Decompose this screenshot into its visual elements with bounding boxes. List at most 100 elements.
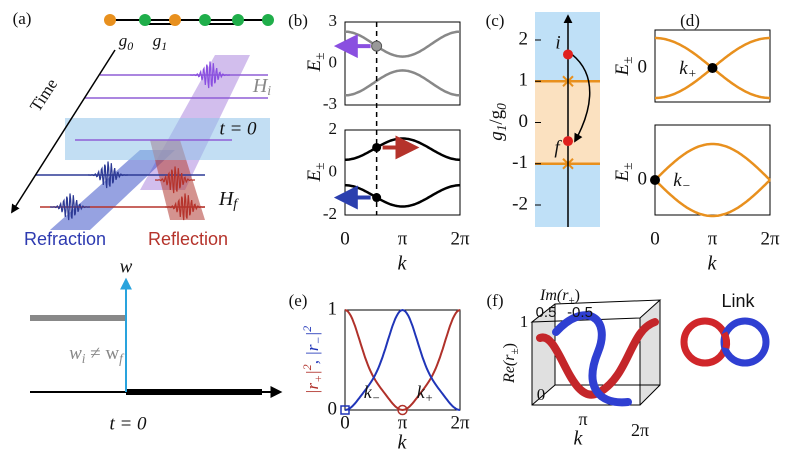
text-part: + <box>425 391 434 405</box>
text-part: / <box>486 119 507 125</box>
coupling-label: g0 <box>119 31 134 53</box>
y-tick-label: 0 <box>638 56 648 77</box>
text-part: w <box>69 343 82 364</box>
text-part: i <box>82 351 86 366</box>
y-tick-label: 0 <box>537 385 546 404</box>
band <box>345 69 460 97</box>
link-ring <box>680 317 730 367</box>
x-tick-label: 2π <box>450 228 470 249</box>
y-tick-label: 1 <box>520 312 529 331</box>
x-tick-label: 0 <box>340 412 350 433</box>
text-part: k <box>364 382 373 402</box>
y-tick-label: 1 <box>519 70 529 91</box>
x-tick-label: 0 <box>340 228 350 249</box>
site <box>232 14 244 26</box>
x-tick-label: 2π <box>760 228 780 249</box>
state-dot <box>372 142 382 152</box>
y-tick-label: -2 <box>512 193 528 214</box>
plot-frame <box>344 129 461 216</box>
y-axis-label: g1/g0 <box>486 103 509 141</box>
link-tube <box>552 311 632 407</box>
text-part: H <box>252 75 269 97</box>
text-part: Re(r <box>501 354 518 384</box>
y-axis-label: E± <box>304 53 327 73</box>
panel-label: (f) <box>487 291 504 310</box>
text-part: ± <box>312 53 327 60</box>
k-label: k+ <box>679 58 696 81</box>
x-tick-label: 2π <box>631 420 649 440</box>
wave-packet <box>190 61 230 89</box>
initial-label: i <box>555 32 560 53</box>
text-part: 2 <box>300 364 314 370</box>
panel-label: (d) <box>680 11 700 30</box>
text-part: g <box>119 31 128 50</box>
text-part: E <box>612 169 633 182</box>
band <box>654 142 771 181</box>
y-tick-label: 0 <box>329 52 338 71</box>
y-axis-label: Re(r±) <box>501 343 521 384</box>
marker-square <box>340 405 350 415</box>
plot-frame <box>654 29 771 103</box>
text-part: − <box>372 391 381 405</box>
x-tick-label: π <box>398 228 408 249</box>
marker-circle <box>397 404 408 416</box>
panel-label: (e) <box>289 291 308 310</box>
band <box>345 184 460 208</box>
y-tick-label: 0 <box>519 111 529 132</box>
site <box>262 14 274 26</box>
x-tick-label: 2π <box>450 412 470 433</box>
hamiltonian-label: Hf <box>218 188 239 213</box>
wave-packet <box>88 161 128 189</box>
x-tick-label: π <box>708 228 718 249</box>
gap-point <box>650 175 660 185</box>
text-part: − <box>311 336 325 344</box>
text-part: k <box>679 58 688 79</box>
text-part: Im(r <box>539 287 569 304</box>
text-part: 1 <box>494 125 509 132</box>
site <box>104 14 116 26</box>
wave-packet <box>155 166 195 194</box>
text-part: ) <box>575 287 580 304</box>
text-part: f <box>233 197 239 212</box>
text-part: g <box>486 109 507 119</box>
x-axis-label: k <box>398 253 408 275</box>
text-part: 2 <box>300 326 314 332</box>
text-part: ± <box>620 163 635 170</box>
site <box>199 14 211 26</box>
y-axis-label: E± <box>304 163 327 183</box>
text-part: E <box>304 169 325 182</box>
text-part: + <box>311 375 325 383</box>
text-part: ± <box>509 348 521 354</box>
text-part: |r <box>303 383 322 395</box>
coupling-label: g1 <box>153 31 167 53</box>
text-part: i <box>267 84 271 99</box>
text-part: ± <box>568 295 574 307</box>
y-axis-label: E± <box>612 163 635 183</box>
reflectance <box>344 309 461 412</box>
x-axis-label: k <box>574 428 584 450</box>
y-axis-label: |r+|2, |r−|2 <box>300 326 325 394</box>
gap-point <box>707 63 718 73</box>
text-part: 0 <box>494 103 509 110</box>
y-tick-label: 0 <box>638 168 648 189</box>
text-part: k <box>673 170 682 191</box>
state-dot <box>372 193 382 203</box>
y-tick-label: 0 <box>328 398 338 419</box>
link-overlap <box>720 331 731 349</box>
state-dot <box>563 49 573 60</box>
final-label: f <box>554 138 562 159</box>
text-part: , |r <box>303 344 322 364</box>
site <box>169 14 181 26</box>
y-tick-label: -3 <box>323 94 337 113</box>
t0-band <box>65 118 270 160</box>
text-part: g <box>153 31 162 50</box>
y-tick-label: 3 <box>329 11 338 30</box>
text-part: w <box>105 343 119 364</box>
text-part: ± <box>620 57 635 64</box>
text-part: − <box>682 178 691 193</box>
x-axis-label: k <box>708 253 718 275</box>
k-label: k− <box>673 170 690 193</box>
text-part: | <box>303 370 322 375</box>
time-arrow <box>11 49 116 214</box>
